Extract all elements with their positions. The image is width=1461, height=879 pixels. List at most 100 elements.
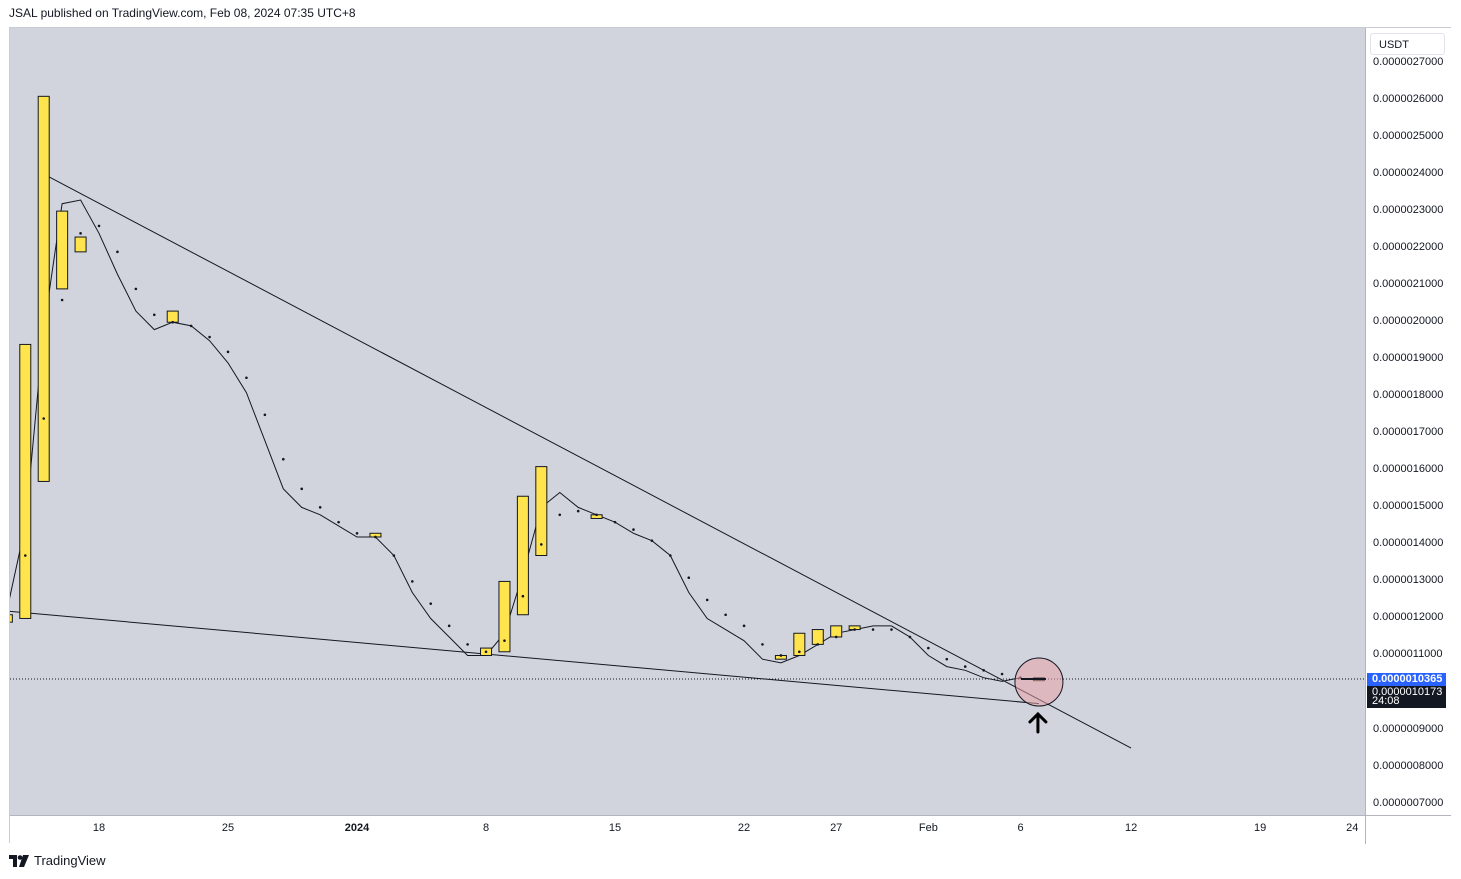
dot-29 <box>558 513 562 517</box>
dot-8 <box>171 320 175 324</box>
dot-24 <box>466 643 469 646</box>
dot-3 <box>79 232 82 235</box>
candle-4 <box>74 236 87 253</box>
x-tick-label: 8 <box>482 822 490 834</box>
dot-47 <box>890 628 893 631</box>
up-arrow-icon <box>1028 711 1048 734</box>
dot-50 <box>945 657 949 661</box>
x-tick-label: 6 <box>1017 822 1024 834</box>
dot-13 <box>263 413 267 417</box>
x-tick-label: 19 <box>1253 822 1267 834</box>
dot-40 <box>761 643 764 646</box>
dot-42 <box>798 650 801 654</box>
candle-9 <box>516 495 529 616</box>
dot-23 <box>447 624 451 628</box>
x-tick-label: 22 <box>737 822 751 834</box>
x-tick-label: 25 <box>221 822 235 834</box>
x-tick-label: 18 <box>92 822 106 834</box>
dot-30 <box>576 509 580 513</box>
dot-52 <box>982 668 985 672</box>
dot-53 <box>1000 672 1004 676</box>
candle-14 <box>811 629 824 645</box>
y-tick-label: 0.0000025000 <box>1373 130 1444 143</box>
dot-9 <box>189 324 193 328</box>
candle-13 <box>793 632 806 656</box>
dot-16 <box>318 506 322 509</box>
y-tick-label: 0.0000013000 <box>1373 574 1444 587</box>
y-tick-label: 0.0000014000 <box>1373 537 1444 550</box>
candle-1 <box>19 343 32 619</box>
dot-44 <box>834 635 838 639</box>
dot-10 <box>208 335 211 339</box>
y-tick-label: 0.0000015000 <box>1373 500 1444 513</box>
candle-0 <box>10 614 13 623</box>
dot-11 <box>226 350 230 354</box>
dot-37 <box>705 598 709 602</box>
y-tick-label: 0.0000011000 <box>1373 648 1443 661</box>
dot-33 <box>632 528 635 531</box>
x-tick-label: 24 <box>1346 822 1359 834</box>
dot-51 <box>963 665 967 668</box>
plot-layer <box>10 95 1365 749</box>
dot-15 <box>300 487 304 491</box>
dot-18 <box>355 531 359 535</box>
time-scale[interactable] <box>10 815 1365 844</box>
dot-5 <box>116 250 119 254</box>
dot-46 <box>871 628 875 631</box>
x-tick-label: 27 <box>830 822 843 834</box>
publisher-line: JSAL published on TradingView.com, Feb 0… <box>9 6 356 20</box>
y-tick-label: 0.0000007000 <box>1373 796 1444 809</box>
dot-25 <box>484 650 488 654</box>
y-tick-label: 0.0000016000 <box>1373 463 1444 476</box>
y-tick-label: 0.0000021000 <box>1373 278 1444 291</box>
scale-corner <box>1365 815 1451 844</box>
dot-39 <box>742 624 746 628</box>
last-price-tag: 0.0000010365 <box>1367 673 1446 686</box>
footer-brand: TradingView <box>34 853 106 868</box>
footer: TradingView <box>9 853 106 868</box>
dot-6 <box>134 287 138 291</box>
dot-12 <box>245 376 248 380</box>
y-tick-label: 0.0000018000 <box>1373 389 1444 402</box>
dot-36 <box>687 576 691 580</box>
dot-27 <box>521 594 525 598</box>
dot-32 <box>613 520 617 524</box>
y-tick-label: 0.0000022000 <box>1373 241 1444 254</box>
dot-26 <box>503 639 506 642</box>
x-tick-label: 12 <box>1124 822 1138 834</box>
y-tick-label: 0.0000027000 <box>1373 56 1444 68</box>
moving-average-line <box>10 199 1021 682</box>
trendline-upper <box>43 173 1132 749</box>
dot-38 <box>724 613 727 617</box>
dot-41 <box>779 654 783 657</box>
dot-49 <box>927 646 930 650</box>
candle-10 <box>535 466 548 556</box>
currency-button[interactable]: USDT <box>1370 33 1445 55</box>
y-tick-label: 0.0000020000 <box>1373 315 1444 328</box>
y-tick-label: 0.0000023000 <box>1373 204 1444 217</box>
candle-8 <box>498 580 511 653</box>
countdown-label: 24:08 <box>1372 695 1400 707</box>
dot-21 <box>411 580 414 583</box>
plot-area[interactable] <box>10 28 1365 815</box>
dot-2 <box>60 298 64 302</box>
y-tick-label: 0.0000017000 <box>1373 426 1444 439</box>
tradingview-logo-icon <box>9 854 29 867</box>
y-tick-label: 0.0000012000 <box>1373 611 1444 624</box>
y-tick-label: 0.0000008000 <box>1373 759 1444 772</box>
candle-15 <box>830 625 843 638</box>
dot-22 <box>429 602 433 605</box>
dot-14 <box>282 457 285 461</box>
y-tick-label: 0.0000009000 <box>1373 722 1444 735</box>
dot-4 <box>97 224 101 228</box>
candle-2 <box>37 95 50 482</box>
dot-17 <box>337 520 340 524</box>
dot-19 <box>374 535 377 539</box>
countdown-tag: 0.0000010173 24:08 <box>1367 686 1446 708</box>
y-tick-label: 0.0000019000 <box>1373 352 1444 365</box>
highlight-circle <box>1014 657 1064 707</box>
dot-0 <box>23 554 27 557</box>
dot-45 <box>853 628 856 631</box>
y-tick-label: 0.0000026000 <box>1373 93 1444 106</box>
